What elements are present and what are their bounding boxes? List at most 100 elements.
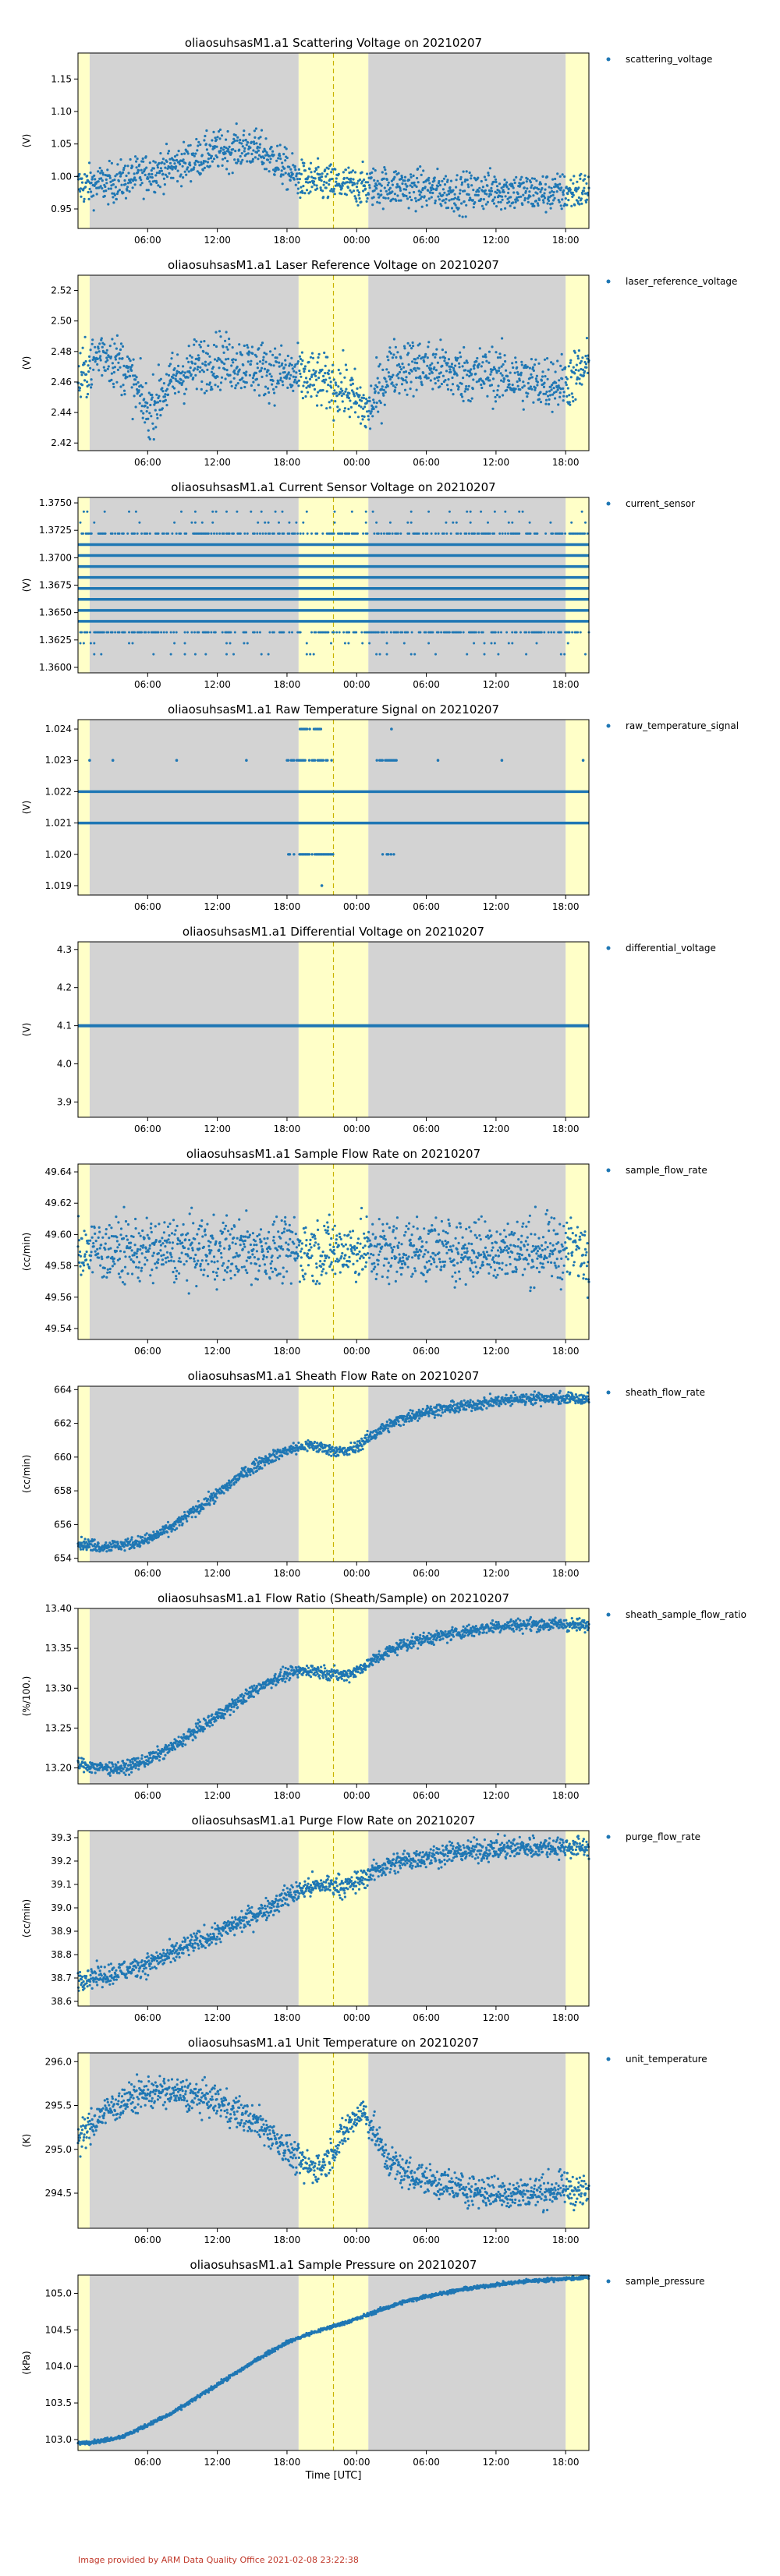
- data-point: [272, 380, 275, 382]
- legend-label: laser_reference_voltage: [626, 276, 737, 287]
- data-point: [116, 163, 119, 165]
- data-point: [291, 152, 293, 154]
- data-point: [374, 189, 376, 192]
- data-point: [459, 1278, 461, 1280]
- data-point: [422, 169, 424, 172]
- data-point: [90, 1251, 93, 1253]
- data-point: [161, 1258, 164, 1261]
- data-point: [403, 179, 406, 182]
- data-point: [288, 533, 290, 535]
- x-tick-label: 18:00: [552, 457, 580, 468]
- data-point: [431, 363, 433, 365]
- data-point: [519, 179, 522, 181]
- data-point: [173, 162, 176, 165]
- data-point: [420, 1250, 422, 1252]
- data-point: [430, 189, 432, 191]
- data-point: [148, 173, 151, 175]
- data-point: [400, 368, 402, 370]
- data-point: [409, 196, 411, 198]
- data-point: [316, 395, 318, 397]
- data-point: [304, 1272, 307, 1275]
- y-tick-label: 1.3700: [39, 552, 72, 563]
- data-point: [293, 179, 296, 181]
- data-point: [242, 364, 244, 366]
- data-point: [179, 382, 181, 384]
- data-point: [442, 375, 445, 377]
- data-point: [478, 187, 480, 189]
- data-point: [411, 360, 413, 363]
- data-point: [374, 390, 377, 392]
- data-point: [559, 189, 562, 191]
- data-point: [333, 533, 335, 535]
- data-point: [341, 187, 343, 189]
- data-point: [387, 853, 389, 855]
- data-point: [304, 365, 307, 367]
- data-point: [80, 177, 83, 179]
- data-point: [381, 385, 384, 387]
- data-point: [562, 387, 564, 390]
- data-point: [333, 632, 335, 634]
- data-point: [388, 1261, 390, 1264]
- data-point: [122, 1206, 125, 1208]
- data-point: [234, 140, 236, 142]
- data-point: [105, 1228, 108, 1230]
- data-point: [417, 1251, 419, 1253]
- data-point: [275, 511, 277, 513]
- data-point: [214, 358, 216, 360]
- data-point: [562, 1245, 564, 1247]
- data-point: [523, 186, 526, 189]
- data-point: [118, 352, 120, 355]
- data-point: [466, 179, 469, 181]
- data-point: [325, 182, 328, 184]
- data-point: [484, 175, 486, 178]
- data-point: [480, 1215, 483, 1218]
- data-point: [489, 167, 491, 169]
- data-point: [396, 351, 399, 353]
- data-point: [202, 351, 204, 353]
- data-point: [481, 205, 484, 207]
- data-point: [316, 533, 318, 535]
- data-point: [176, 1278, 178, 1280]
- data-point: [119, 349, 122, 351]
- data-point: [211, 1234, 213, 1237]
- data-point: [473, 206, 475, 208]
- data-point: [136, 1256, 138, 1258]
- data-point: [115, 1215, 117, 1218]
- data-point: [140, 169, 143, 172]
- data-point: [133, 632, 136, 634]
- data-point: [183, 1247, 186, 1249]
- data-point: [395, 170, 397, 172]
- data-point: [334, 1272, 336, 1275]
- data-point: [105, 182, 108, 184]
- data-point: [388, 371, 390, 373]
- data-point: [431, 184, 434, 186]
- data-point: [583, 1234, 586, 1237]
- data-point: [561, 353, 563, 356]
- data-point: [327, 384, 329, 386]
- data-point: [275, 160, 278, 162]
- y-tick-label: 1.3650: [39, 607, 72, 618]
- legend-marker: [607, 502, 611, 506]
- data-point: [497, 653, 499, 656]
- data-point: [484, 653, 486, 656]
- data-point: [325, 407, 328, 409]
- data-point: [197, 161, 200, 163]
- data-point: [259, 632, 261, 634]
- data-point: [303, 1252, 306, 1254]
- data-point: [112, 201, 115, 203]
- data-point: [522, 380, 524, 383]
- data-point: [164, 393, 166, 395]
- data-point: [427, 1233, 430, 1235]
- data-point: [415, 210, 417, 212]
- data-point: [195, 340, 197, 342]
- data-point: [119, 1250, 122, 1252]
- data-point: [326, 173, 328, 175]
- data-point: [422, 372, 424, 374]
- data-point: [121, 1269, 123, 1272]
- data-point: [181, 1251, 183, 1254]
- data-point: [148, 1247, 151, 1250]
- data-point: [463, 632, 465, 634]
- data-point: [308, 168, 310, 170]
- data-point: [283, 1230, 285, 1233]
- data-point: [148, 412, 151, 414]
